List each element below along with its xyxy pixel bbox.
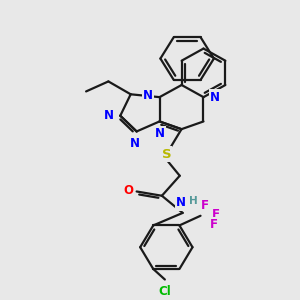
Text: Cl: Cl	[158, 285, 171, 298]
Text: H: H	[189, 196, 197, 206]
Text: N: N	[210, 91, 220, 103]
Text: N: N	[130, 136, 140, 150]
Text: S: S	[161, 148, 171, 161]
Text: F: F	[212, 208, 220, 221]
Text: O: O	[123, 184, 133, 196]
Text: N: N	[176, 196, 186, 209]
Text: N: N	[104, 109, 114, 122]
Text: F: F	[201, 199, 209, 212]
Text: N: N	[143, 89, 153, 102]
Text: F: F	[209, 218, 217, 231]
Text: N: N	[154, 127, 164, 140]
